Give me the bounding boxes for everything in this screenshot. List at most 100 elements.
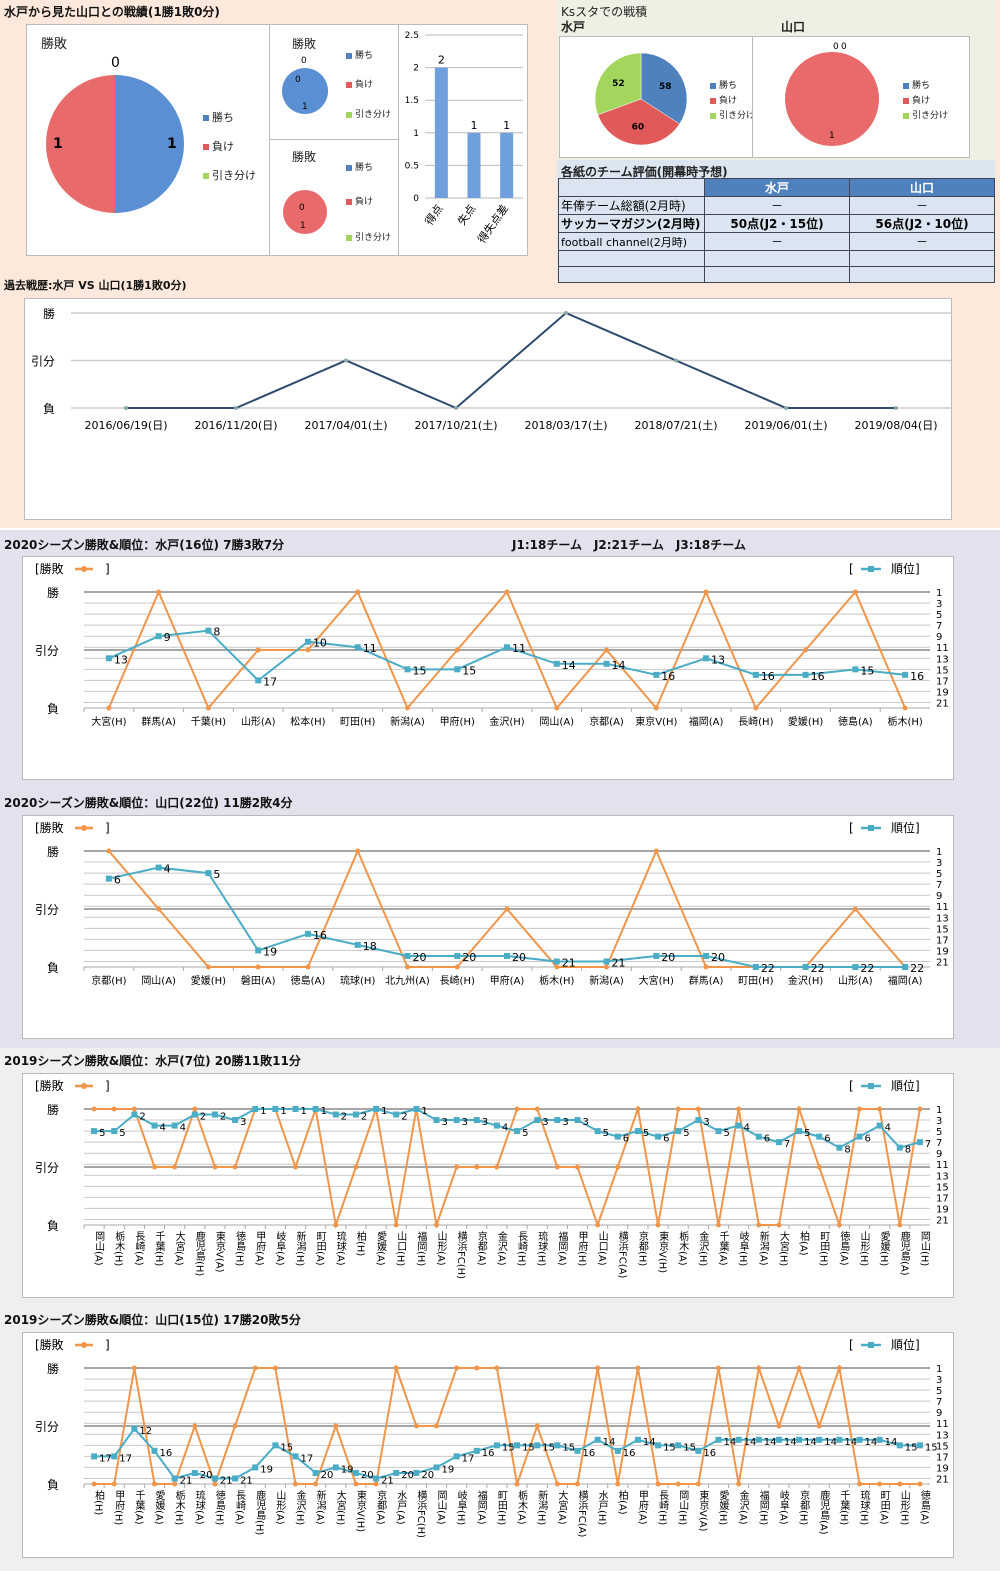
rank-point — [675, 1442, 682, 1449]
result-point — [917, 1106, 923, 1112]
pie-label: 0 — [841, 42, 847, 52]
rank-data-label: 4 — [180, 1123, 186, 1134]
rank-data-label: 16 — [703, 1448, 716, 1459]
result-point — [836, 1365, 842, 1371]
rank-point — [715, 1436, 722, 1443]
rank-point — [252, 1106, 259, 1112]
result-point — [404, 964, 410, 970]
x-tick-label: 鹿児島(H) — [193, 1230, 205, 1277]
x-tick-label: 山形(A) — [435, 1231, 447, 1266]
y-right-tick-label: 19 — [936, 1463, 949, 1474]
rank-point — [272, 1106, 279, 1112]
y-right-tick-label: 7 — [936, 621, 942, 632]
x-tick-label: 岐阜(A) — [777, 1489, 789, 1525]
y-right-tick-label: 5 — [936, 1386, 942, 1397]
rank-data-label: 9 — [164, 631, 171, 644]
result-point — [736, 1106, 742, 1112]
rank-point — [211, 1111, 218, 1118]
rank-point — [675, 1128, 682, 1135]
result-point — [353, 1481, 359, 1487]
result-point — [756, 1365, 762, 1371]
pie-slice-loss — [785, 52, 879, 146]
y-left-tick-label: 引分 — [35, 903, 59, 917]
rank-point — [554, 1117, 561, 1124]
rank-point — [413, 1469, 420, 1476]
y-right-tick-label: 17 — [936, 676, 949, 687]
rank-data-label: 20 — [661, 951, 675, 964]
rank-point — [504, 644, 510, 651]
rank-data-label: 14 — [804, 1437, 817, 1448]
rank-point — [614, 1447, 621, 1454]
ks-yamaguchi-label: 山口 — [781, 20, 806, 34]
s2019-mito-panel: [勝敗][順位] 1 3 5 7 9 11 13 15 17 19 21 負引分勝岡山(A) 栃木(H) 長… — [22, 1073, 954, 1298]
rank-point — [304, 930, 311, 937]
legend-bracket: ] — [105, 1338, 110, 1352]
pie-label: 1 — [300, 221, 306, 231]
result-point — [756, 1222, 762, 1228]
legend-win: 勝ち — [710, 78, 737, 91]
x-tick-label: 金沢(H) — [294, 1489, 306, 1526]
x-tick-label: 水戸(A) — [395, 1490, 407, 1525]
pie-slice-win — [282, 68, 328, 114]
result-point — [796, 1106, 802, 1112]
x-tick-label: 山口(H) — [395, 1231, 406, 1267]
rank-data-label: 22 — [811, 962, 825, 975]
y-right-tick-label: 15 — [936, 924, 949, 935]
result-point — [355, 589, 361, 595]
result-point — [91, 1106, 97, 1112]
x-tick-label: 町田(A) — [314, 1231, 326, 1266]
x-tick-label: 横浜FC(A) — [576, 1489, 588, 1538]
y-tick-label: 2 — [413, 64, 419, 74]
x-tick-label: 福岡(A) — [689, 715, 724, 728]
rank-data-label: 5 — [99, 1128, 105, 1139]
result-point — [393, 1222, 399, 1228]
rank-data-label: 17 — [462, 1453, 475, 1464]
result-point — [796, 1365, 802, 1371]
rank-data-label: 3 — [482, 1117, 488, 1128]
rank-data-label: 15 — [522, 1442, 535, 1453]
rank-point — [493, 1442, 500, 1449]
x-tick-label: 長崎(H) — [738, 715, 773, 728]
rank-point — [105, 655, 112, 662]
bar-value-label: 1 — [503, 119, 510, 132]
x-tick-label: 福岡(A) — [556, 1230, 568, 1266]
y-left-tick-label: 引分 — [35, 644, 59, 658]
eval-cell: － — [849, 196, 995, 215]
rank-data-label: 6 — [114, 874, 121, 887]
x-tick-label: 徳島(A) — [838, 1230, 850, 1266]
y-right-tick-label: 5 — [936, 1127, 942, 1138]
x-tick-label: 2017/04/01(土) — [305, 419, 388, 432]
legend-draw: 引き分け — [710, 108, 755, 121]
y-tick-label: 勝 — [43, 306, 55, 321]
rank-data-label: 6 — [824, 1134, 830, 1145]
rank-point — [312, 1469, 319, 1476]
x-tick-label: 町田(H) — [818, 1231, 830, 1266]
result-point — [131, 1106, 137, 1112]
y-right-tick-label: 21 — [936, 957, 949, 968]
rank-data-label: 17 — [263, 675, 277, 688]
rank-point — [802, 964, 809, 970]
rank-data-label: 21 — [180, 1475, 193, 1486]
y-right-tick-label: 17 — [936, 1452, 949, 1463]
rank-point — [255, 677, 262, 684]
rank-point — [205, 627, 212, 634]
rank-data-label: 18 — [363, 940, 377, 953]
result-line — [94, 1105, 921, 1229]
rank-point — [292, 1453, 299, 1460]
pie-label: 1 — [302, 102, 308, 112]
rank-data-label: 17 — [119, 1453, 132, 1464]
rank-data-label: 19 — [442, 1464, 455, 1475]
result-point — [474, 1365, 480, 1371]
rank-point — [255, 947, 262, 954]
x-tick-label: 栃木(H) — [887, 715, 922, 728]
past-h2h-chart: 負 引分 勝 2016/06/19(日) 2016/11/20(日) 2017/04/01… — [31, 306, 951, 432]
x-tick-label: 大宮(H) — [334, 1489, 346, 1526]
eval-cell: － — [704, 232, 850, 251]
y-right-tick-label: 17 — [936, 1193, 949, 1204]
rank-data-label: 19 — [263, 945, 277, 958]
y-tick-label: 負 — [43, 402, 55, 416]
x-tick-label: 鹿児島(A) — [818, 1489, 830, 1535]
pie-title: 勝敗 — [292, 150, 317, 164]
legend-loss: 負け — [203, 138, 234, 154]
result-point — [504, 906, 510, 912]
